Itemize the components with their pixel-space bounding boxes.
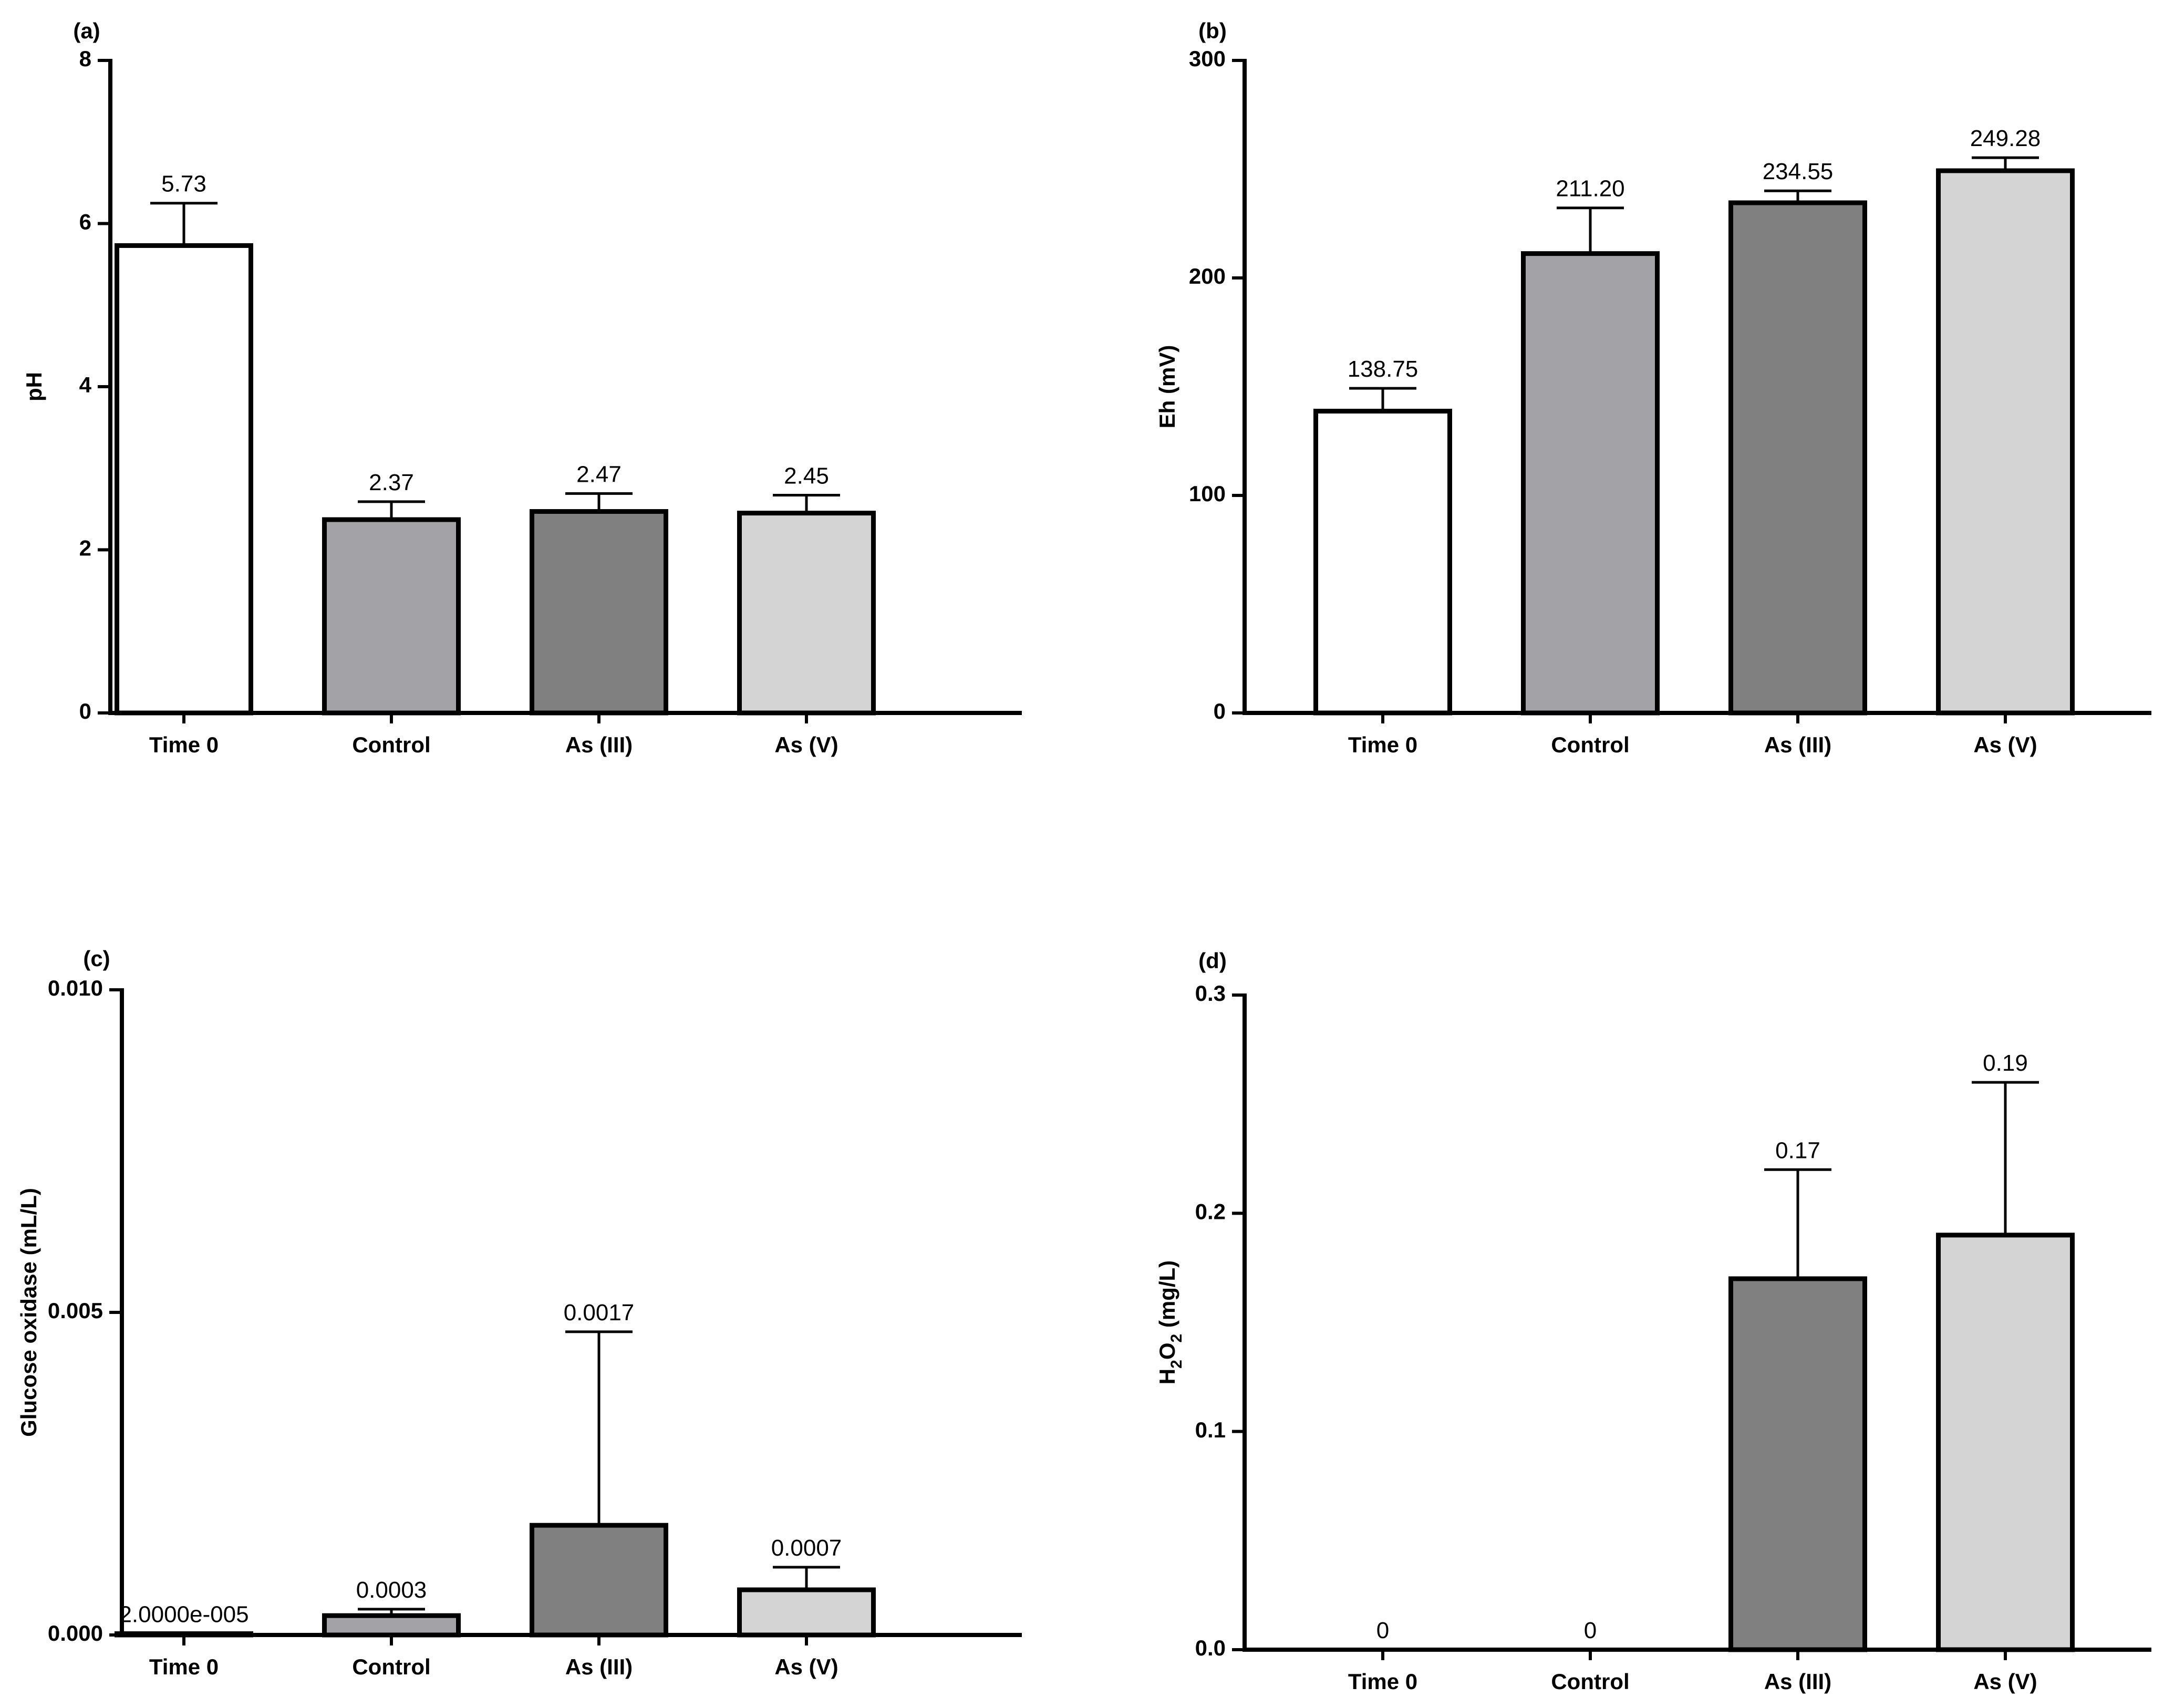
y-tick-label: 0 [79, 699, 91, 723]
y-tick-label: 0.0 [1195, 1635, 1226, 1660]
y-tick-label: 200 [1189, 264, 1226, 288]
y-tick-label: 300 [1189, 46, 1226, 71]
bar-as-iii [1728, 200, 1867, 716]
bar-as-v [737, 1587, 876, 1638]
y-axis-title: pH [22, 372, 46, 401]
y-tick-label: 8 [79, 46, 91, 71]
bar-control [322, 1613, 461, 1638]
y-tick-label: 100 [1189, 481, 1226, 506]
bar-as-v [1936, 1233, 2075, 1652]
category-label: As (III) [1764, 732, 1831, 757]
bar-as-v [737, 511, 876, 716]
bar-time-0 [1313, 409, 1452, 716]
y-tick-label: 0.2 [1195, 1199, 1226, 1224]
category-label: Control [1551, 732, 1629, 757]
bar-time-0 [115, 243, 253, 716]
y-axis-title: Eh (mV) [1155, 345, 1179, 429]
category-label: Time 0 [1348, 1669, 1417, 1694]
panel-b: (b) 138.75 Time 0 211.20 Control 234.55 As (II… [1155, 18, 2151, 757]
panel-label: (b) [1198, 18, 1227, 43]
y-tick-label: 6 [79, 210, 91, 234]
y-tick-label: 0.000 [48, 1621, 103, 1645]
category-label: As (III) [565, 732, 633, 757]
category-label: As (V) [774, 1654, 838, 1679]
value-label: 2.47 [576, 461, 622, 487]
value-label: 249.28 [1970, 126, 2041, 151]
bar-as-iii [530, 1523, 668, 1638]
bar-control [322, 517, 461, 716]
y-tick-label: 0 [1214, 699, 1226, 723]
panel-d: (d) 0 Time 0 0 Control 0.17 As (III) 0.19 As (V)… [1155, 948, 2151, 1694]
category-label: As (V) [774, 732, 838, 757]
y-axis-title: H2O2 (mg/L) [1155, 1260, 1185, 1384]
bar-control [1521, 251, 1660, 716]
y-tick-label: 0.005 [48, 1298, 103, 1323]
value-label: 2.37 [369, 470, 414, 495]
panel-label: (c) [83, 946, 110, 971]
category-label: As (III) [565, 1654, 633, 1679]
category-label: Time 0 [149, 732, 219, 757]
value-label: 2.45 [784, 463, 829, 489]
panel-label: (d) [1198, 948, 1227, 973]
value-label: 2.0000e-005 [119, 1602, 249, 1628]
y-axis-title: Glucose oxidase (mL/L) [16, 1188, 41, 1437]
panel-c: (c) 2.0000e-005 Time 0 0.0003 Control 0.0017 A… [16, 946, 1022, 1679]
value-label: 0.17 [1775, 1137, 1820, 1163]
panel-label: (a) [73, 18, 100, 43]
value-label: 0 [1584, 1618, 1597, 1643]
bar-as-iii [1728, 1276, 1867, 1652]
value-label: 234.55 [1763, 159, 1834, 184]
value-label: 211.20 [1556, 176, 1624, 202]
y-tick-label: 2 [79, 536, 91, 561]
category-label: Time 0 [149, 1654, 219, 1679]
category-label: Control [352, 1654, 430, 1679]
category-label: Control [352, 732, 430, 757]
value-label: 0.0003 [356, 1577, 427, 1603]
category-label: Time 0 [1348, 732, 1417, 757]
y-tick-label: 0.1 [1195, 1417, 1226, 1442]
value-label: 0.0007 [771, 1535, 842, 1561]
value-label: 5.73 [161, 171, 206, 197]
bar-as-iii [530, 509, 668, 716]
panel-a: (a) 5.73 Time 0 2.37 Control 2.47 As (III) 2.45… [22, 18, 1022, 757]
bar-as-v [1936, 168, 2075, 716]
y-tick-label: 0.3 [1195, 981, 1226, 1006]
y-tick-label: 4 [79, 372, 92, 397]
value-label: 0.19 [1983, 1050, 2028, 1076]
category-label: As (III) [1764, 1669, 1831, 1694]
category-label: Control [1551, 1669, 1629, 1694]
y-tick-label: 0.010 [48, 976, 103, 1000]
value-label: 0.0017 [564, 1300, 635, 1326]
category-label: As (V) [1973, 732, 2037, 757]
value-label: 0 [1376, 1618, 1389, 1643]
value-label: 138.75 [1348, 356, 1418, 382]
category-label: As (V) [1973, 1669, 2037, 1694]
